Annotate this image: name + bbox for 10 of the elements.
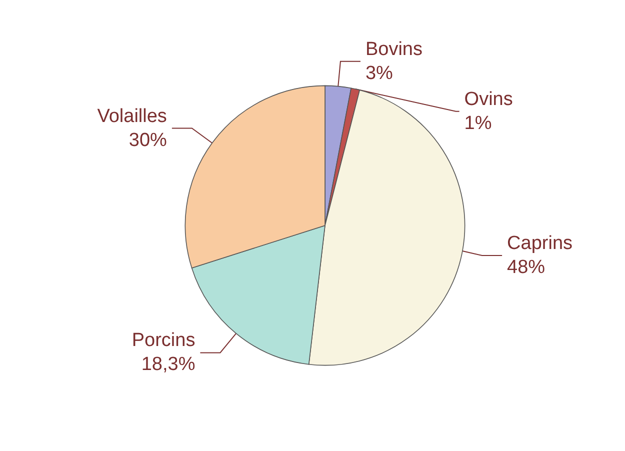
slice-label: Bovins <box>365 38 422 60</box>
data-label: 1% <box>464 112 492 134</box>
data-label: 3% <box>365 62 394 84</box>
slice-label: Ovins <box>464 88 513 110</box>
slice-label: Caprins <box>507 233 573 254</box>
slice-label: Porcins <box>132 330 196 352</box>
slice-label: Volailles <box>97 106 167 127</box>
data-label: 48% <box>507 257 546 278</box>
data-label: 18,3% <box>141 354 196 376</box>
data-label: 30% <box>128 130 168 151</box>
